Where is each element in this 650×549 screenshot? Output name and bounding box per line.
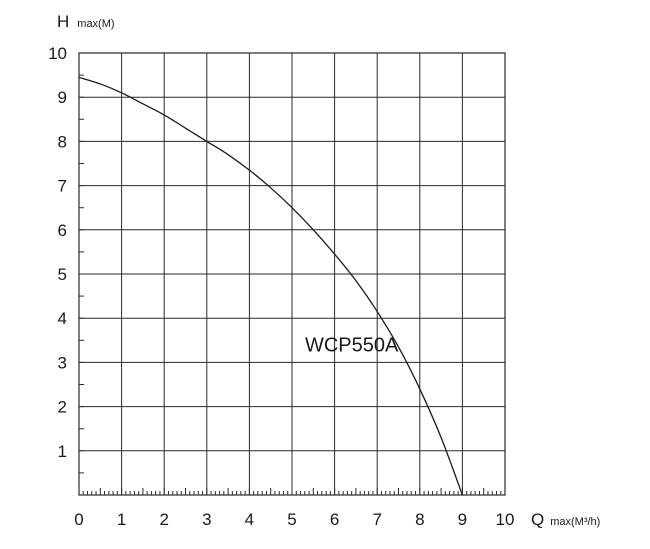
y-tick-label: 3 bbox=[58, 353, 67, 372]
y-minor-ticks bbox=[79, 52, 84, 496]
x-tick-label: 2 bbox=[159, 510, 168, 529]
series-line-wcp550a bbox=[78, 76, 464, 496]
y-tick-label: 5 bbox=[58, 265, 67, 284]
y-axis-label-unit: max(M) bbox=[77, 18, 114, 30]
series-label: WCP550A bbox=[305, 335, 399, 357]
x-tick-label: 5 bbox=[287, 510, 296, 529]
x-tick-label: 8 bbox=[415, 510, 424, 529]
y-tick-label: 2 bbox=[58, 398, 67, 417]
x-tick-label: 9 bbox=[458, 510, 467, 529]
x-tick-label: 6 bbox=[330, 510, 339, 529]
y-tick-label: 10 bbox=[48, 44, 67, 63]
x-minor-ticks bbox=[78, 488, 506, 495]
x-tick-label: 1 bbox=[117, 510, 126, 529]
x-axis-label-main: Q bbox=[531, 510, 544, 529]
x-tick-label: 10 bbox=[496, 510, 515, 529]
x-tick-label: 4 bbox=[245, 510, 254, 529]
y-axis-label-main: H bbox=[57, 12, 69, 31]
y-tick-label: 8 bbox=[58, 132, 67, 151]
x-tick-label: 7 bbox=[372, 510, 381, 529]
y-tick-label: 7 bbox=[58, 177, 67, 196]
x-tick-label: 3 bbox=[202, 510, 211, 529]
y-tick-label: 4 bbox=[58, 309, 67, 328]
y-tick-label: 6 bbox=[58, 221, 67, 240]
y-tick-label: 9 bbox=[58, 88, 67, 107]
x-tick-label: 0 bbox=[74, 510, 83, 529]
y-tick-label: 1 bbox=[58, 442, 67, 461]
grid bbox=[79, 53, 505, 495]
x-axis-label-unit: max(M³/h) bbox=[550, 516, 600, 528]
